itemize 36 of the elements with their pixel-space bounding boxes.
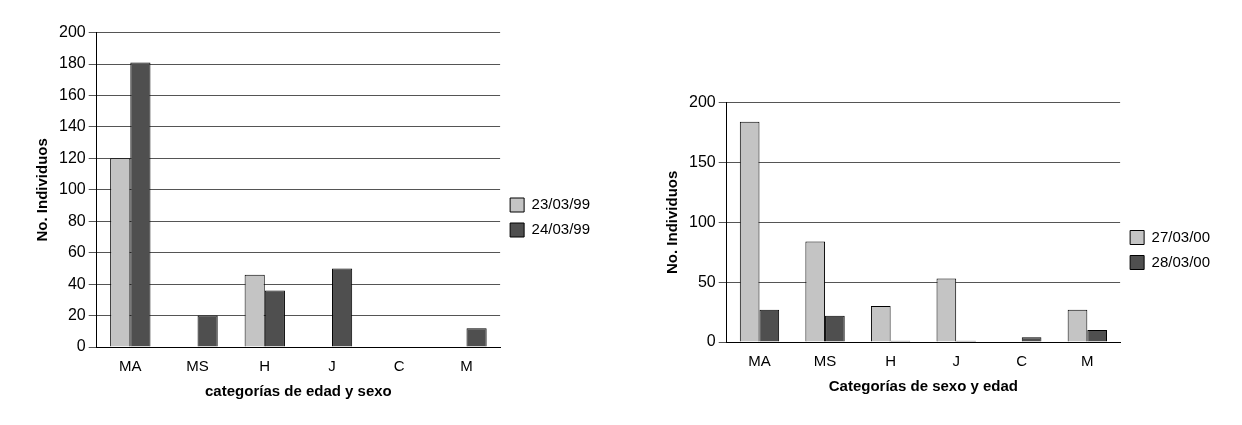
x-tick-label: M <box>460 357 473 375</box>
y-tick-label: 80 <box>67 211 86 229</box>
x-axis-title: Categorías de sexo y edad <box>828 377 1019 395</box>
y-tick-label: 50 <box>697 272 716 290</box>
y-tick-label: 20 <box>67 305 86 323</box>
x-tick-label: J <box>328 357 336 375</box>
legend-label: 28/03/00 <box>1151 252 1210 270</box>
y-tick-label: 140 <box>58 117 86 135</box>
x-tick-label: MA <box>119 357 142 375</box>
x-tick-label: MA <box>748 352 771 370</box>
x-tick-label: J <box>952 352 960 370</box>
y-tick-label: 100 <box>58 180 86 198</box>
y-tick-label: 60 <box>67 243 86 261</box>
x-tick-label: M <box>1081 352 1094 370</box>
x-tick-label: C <box>393 357 405 375</box>
y-tick-label: 40 <box>67 274 86 292</box>
y-tick-label: 0 <box>76 337 86 355</box>
y-tick-label: 0 <box>706 332 716 350</box>
y-tick-label: 180 <box>58 54 86 72</box>
y-tick-label: 100 <box>688 212 716 230</box>
y-tick-label: 120 <box>58 148 86 166</box>
y-tick-label: 200 <box>58 23 86 41</box>
x-tick-label: MS <box>186 357 209 375</box>
y-tick-label: 200 <box>688 93 716 111</box>
legend-label: 23/03/99 <box>531 195 590 213</box>
x-tick-label: H <box>259 357 271 375</box>
x-tick-label: H <box>885 352 897 370</box>
y-tick-label: 160 <box>58 85 86 103</box>
y-axis-title: No. Individuos <box>663 170 681 274</box>
x-axis-title: categorías de edad y sexo <box>205 382 392 400</box>
x-tick-label: MS <box>813 352 837 370</box>
x-tick-label: C <box>1016 352 1028 370</box>
legend-label: 27/03/00 <box>1151 227 1210 245</box>
y-tick-label: 150 <box>688 152 716 170</box>
y-axis-title: No. Individuos <box>33 138 51 242</box>
legend-label: 24/03/99 <box>531 220 590 238</box>
